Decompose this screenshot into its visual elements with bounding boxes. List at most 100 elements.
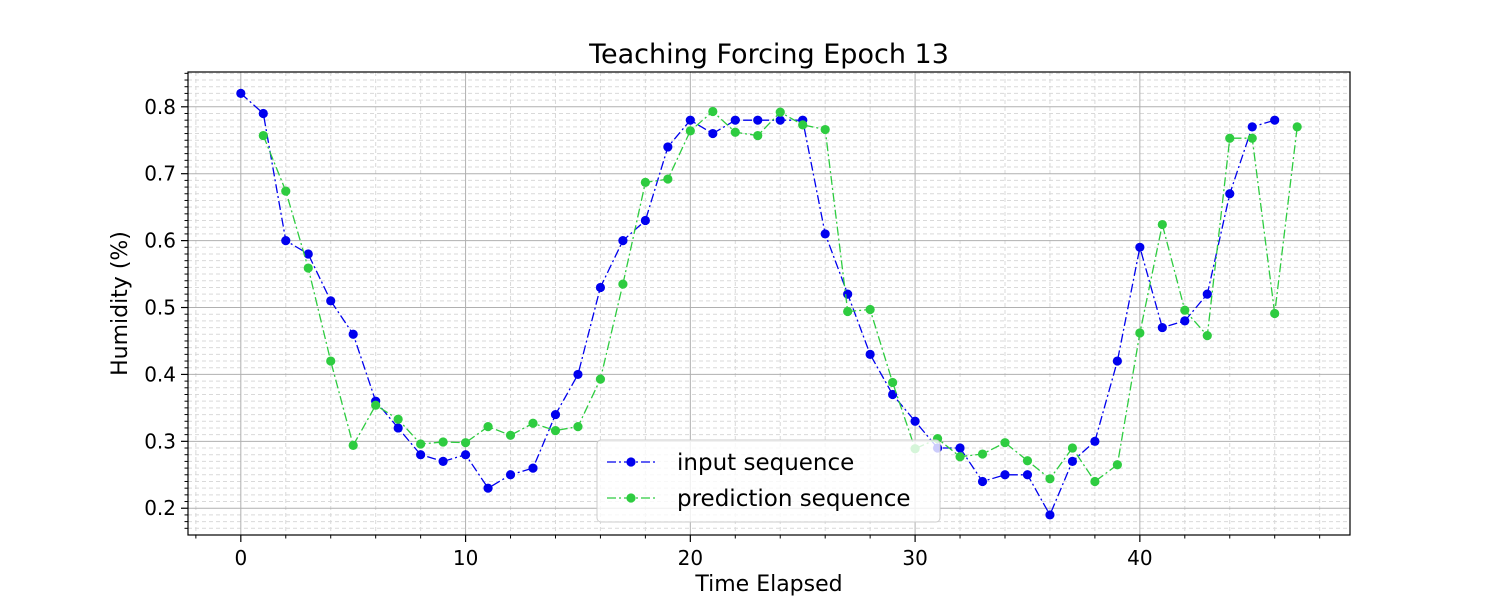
data-point xyxy=(595,374,606,384)
data-point xyxy=(438,456,448,467)
data-point xyxy=(505,470,516,480)
series-0 xyxy=(236,88,1280,520)
data-point xyxy=(843,289,853,299)
x-tick-label: 40 xyxy=(1127,546,1152,570)
data-point xyxy=(1067,443,1078,453)
data-point xyxy=(550,426,561,436)
data-point xyxy=(1045,474,1055,484)
data-point xyxy=(820,229,830,239)
legend-entry-prediction: prediction sequence xyxy=(607,486,911,512)
data-point xyxy=(1157,219,1167,230)
data-point xyxy=(1135,242,1145,252)
data-point xyxy=(348,329,358,339)
data-point xyxy=(483,422,493,432)
y-tick-label: 0.7 xyxy=(144,162,176,186)
y-tick-label: 0.5 xyxy=(144,296,176,320)
y-tick-label: 0.3 xyxy=(144,429,176,453)
data-point xyxy=(753,115,763,125)
data-point xyxy=(1067,456,1078,467)
x-axis-title: Time Elapsed xyxy=(694,572,842,597)
data-point xyxy=(618,279,628,289)
y-tick-label: 0.2 xyxy=(144,496,176,520)
x-tick-label: 30 xyxy=(902,546,927,570)
data-point xyxy=(1000,438,1010,448)
x-tick-label: 10 xyxy=(453,546,478,570)
data-point xyxy=(910,416,920,426)
data-point xyxy=(348,440,358,450)
data-point xyxy=(303,263,313,273)
chart-title: Teaching Forcing Epoch 13 xyxy=(588,39,949,70)
data-point xyxy=(753,130,763,141)
data-point xyxy=(1090,476,1100,487)
data-point xyxy=(258,130,268,141)
data-point xyxy=(820,124,830,135)
y-tick-label: 0.6 xyxy=(144,229,176,253)
y-axis-title: Humidity (%) xyxy=(108,231,133,376)
series-1 xyxy=(258,106,1302,487)
data-point xyxy=(1202,331,1212,341)
data-point xyxy=(888,377,898,388)
data-point xyxy=(550,409,561,420)
data-point xyxy=(236,88,246,99)
data-point xyxy=(640,177,650,187)
data-point xyxy=(1045,510,1055,520)
data-point xyxy=(460,438,471,448)
data-point xyxy=(708,128,718,139)
data-point xyxy=(1225,189,1235,199)
data-point xyxy=(371,400,381,410)
tick-labels: 0 10 20 30 40 0.2 0.3 0.4 0.5 0.6 0.7 0.8 xyxy=(144,95,1152,570)
y-tick-label: 0.8 xyxy=(144,95,176,119)
data-point xyxy=(1022,456,1033,466)
data-point xyxy=(281,236,291,246)
x-tick-label: 20 xyxy=(678,546,703,570)
data-point xyxy=(1022,470,1033,480)
data-point xyxy=(865,304,875,315)
data-point xyxy=(843,306,853,317)
data-point xyxy=(730,115,740,125)
data-point xyxy=(708,106,718,117)
data-point xyxy=(573,422,583,432)
data-point xyxy=(977,476,988,487)
data-point xyxy=(460,450,471,460)
data-point xyxy=(393,423,403,433)
data-point xyxy=(1090,436,1100,446)
series-layer xyxy=(236,88,1302,520)
data-point xyxy=(663,142,673,152)
data-point xyxy=(326,296,336,306)
data-point xyxy=(595,282,606,293)
legend-entry-input: input sequence xyxy=(607,450,854,476)
data-point xyxy=(955,443,965,453)
data-point xyxy=(1180,305,1190,315)
legend-swatch-marker xyxy=(626,493,636,503)
data-point xyxy=(1270,115,1280,125)
legend: input sequence prediction sequence xyxy=(596,439,941,523)
data-point xyxy=(1180,316,1190,326)
data-point xyxy=(730,127,740,137)
plot-frame xyxy=(187,71,1351,536)
data-point xyxy=(1157,322,1167,333)
data-point xyxy=(1247,133,1257,143)
data-point xyxy=(663,174,673,184)
data-point xyxy=(1000,470,1010,480)
data-point xyxy=(438,437,448,447)
x-tick-label: 0 xyxy=(234,546,247,570)
data-point xyxy=(393,414,403,424)
legend-label: input sequence xyxy=(677,450,854,476)
data-point xyxy=(573,369,583,380)
data-point xyxy=(1292,122,1302,132)
legend-box xyxy=(596,439,941,523)
data-point xyxy=(326,356,336,366)
data-point xyxy=(281,186,291,196)
legend-label: prediction sequence xyxy=(677,486,911,512)
data-point xyxy=(505,430,516,440)
data-point xyxy=(1270,308,1280,319)
data-point xyxy=(483,483,493,493)
data-point xyxy=(865,349,875,359)
data-point xyxy=(888,389,898,400)
data-point xyxy=(528,463,538,473)
data-point xyxy=(798,120,808,130)
data-point xyxy=(685,126,695,136)
data-point xyxy=(303,249,313,259)
data-point xyxy=(1225,133,1235,143)
